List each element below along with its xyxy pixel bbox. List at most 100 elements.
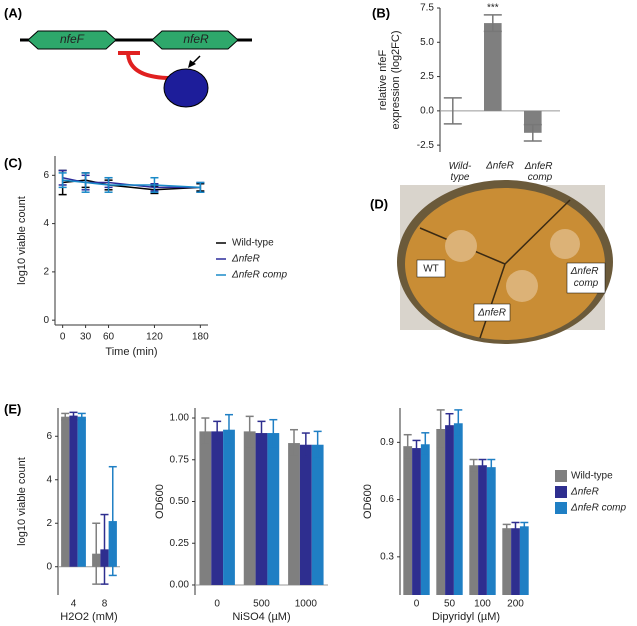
x-tick-label: 100 (474, 599, 491, 610)
bar (311, 444, 324, 585)
bar (524, 110, 542, 133)
x-tick-label: 200 (507, 599, 524, 610)
y-tick-label: 6 (46, 431, 52, 442)
y-axis-label: OD600 (154, 484, 166, 519)
divider (504, 199, 571, 265)
bar (199, 431, 212, 585)
y-tick-label: 0.25 (170, 538, 190, 549)
legend-label: ΔnfeR comp (570, 503, 627, 514)
x-axis-label: H2O2 (mM) (60, 611, 117, 623)
legend-label: ΔnfeR (231, 254, 260, 265)
y-tick-label: 0.9 (380, 437, 394, 448)
x-tick-label: 8 (102, 599, 108, 610)
x-tick-label: 180 (192, 332, 209, 343)
y-tick-label: 6 (43, 170, 49, 181)
bar (436, 428, 446, 595)
y-tick-label: 0.3 (380, 551, 394, 562)
legend-swatch (555, 502, 567, 514)
y-tick-label: 4 (43, 218, 49, 229)
x-tick-label: 0 (60, 332, 66, 343)
panel-label: (E) (4, 401, 21, 416)
bar (502, 528, 512, 595)
bar (484, 23, 502, 111)
y-tick-label: 5.0 (420, 37, 434, 48)
panel-label: (A) (4, 5, 22, 20)
y-tick-label: 7.5 (420, 3, 434, 14)
bar (299, 444, 312, 585)
bar (486, 467, 496, 595)
x-tick-label: 4 (71, 599, 77, 610)
bar (519, 526, 529, 595)
y-tick-label: 0 (43, 315, 49, 326)
label-box (566, 262, 606, 294)
x-tick-label: 120 (146, 332, 163, 343)
bar (469, 465, 479, 595)
y-tick-label: 1.00 (170, 413, 190, 424)
panel-label: (D) (370, 196, 388, 211)
x-tick-label: 30 (80, 332, 92, 343)
bar (211, 431, 224, 585)
bar (69, 415, 78, 567)
gene-diagram: (A) nfeF nfeR (4, 5, 252, 108)
gene-arrow (27, 30, 117, 50)
legend-label: Wild-type (232, 238, 274, 249)
bar (223, 429, 235, 585)
bar (420, 444, 430, 595)
bar (288, 443, 300, 585)
y-tick-label: 0.6 (380, 494, 394, 505)
y-axis-label: log10 viable count (16, 196, 28, 285)
gene-label: nfeR (183, 32, 209, 46)
gene-arrow (151, 30, 239, 50)
x-tick-label: 1000 (295, 599, 318, 610)
x-tick-label: 500 (253, 599, 270, 610)
bar (478, 465, 487, 595)
zone (550, 229, 580, 259)
y-tick-label: 0.75 (170, 454, 190, 465)
bar (255, 433, 268, 585)
label-box (473, 303, 511, 322)
legend-swatch (555, 470, 567, 482)
x-tick-label: 0 (414, 599, 420, 610)
x-tick-label: ΔnfeR (485, 161, 514, 172)
y-tick-label: 0 (46, 561, 52, 572)
y-axis-label: relative nfeF (377, 49, 389, 110)
annotation: *** (487, 2, 499, 13)
bar (445, 425, 454, 595)
plate-label: ΔnfeR comp (570, 266, 602, 289)
zone (506, 270, 538, 302)
bar (403, 446, 413, 595)
plate-label: ΔnfeR (477, 308, 506, 319)
x-tick-label: 60 (103, 332, 115, 343)
panel-label: (C) (4, 155, 22, 170)
x-tick-label: Wild-type (449, 161, 472, 183)
y-tick-label: -2.5 (417, 140, 435, 151)
x-tick-label: 50 (444, 599, 456, 610)
panel-label: (B) (372, 5, 390, 20)
bar (61, 416, 70, 567)
y-axis-label: OD600 (362, 484, 374, 519)
label-box (416, 259, 446, 278)
x-axis-label: Time (min) (105, 346, 157, 358)
y-tick-label: 0.50 (170, 496, 190, 507)
plate-label: WT (423, 264, 439, 275)
repression-arc (126, 53, 173, 80)
bar (453, 423, 463, 595)
legend-label: ΔnfeR comp (231, 270, 288, 281)
line (62, 179, 201, 189)
legend-label: Wild-type (571, 471, 613, 482)
bar (511, 528, 520, 595)
y-axis-label: expression (log2FC) (390, 30, 402, 129)
gene-label: nfeF (60, 32, 85, 46)
y-tick-label: 4 (46, 474, 52, 485)
legend-label: ΔnfeR (570, 487, 599, 498)
x-tick-label: 0 (214, 599, 220, 610)
y-tick-label: 2 (43, 267, 49, 278)
legend-swatch (555, 486, 567, 498)
plate-photo: (D) WT ΔnfeR comp ΔnfeR (370, 180, 613, 344)
zone (445, 230, 477, 262)
y-tick-label: 0.00 (170, 580, 190, 591)
protein (163, 68, 209, 108)
bar (412, 448, 421, 595)
divider (479, 263, 506, 339)
